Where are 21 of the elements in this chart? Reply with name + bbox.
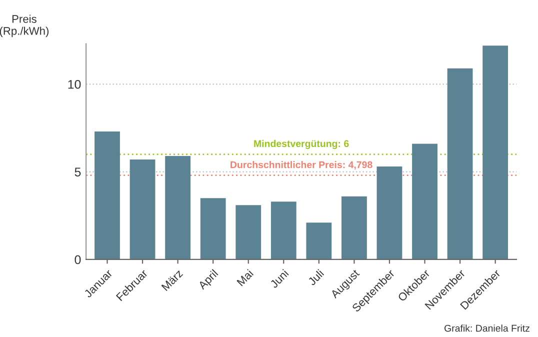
ref-line-label: Durchschnittlicher Preis: 4,798: [230, 161, 372, 170]
bar: [342, 196, 367, 260]
bar: [482, 46, 508, 260]
bar: [376, 166, 402, 260]
bar: [94, 131, 120, 260]
bar: [270, 202, 296, 260]
bar: [412, 144, 438, 260]
bar: [306, 222, 332, 260]
y-axis-title: Preis (Rp./kWh): [0, 14, 49, 38]
x-tick-label: Mai: [236, 269, 254, 286]
y-tick-label: 0: [74, 255, 81, 264]
bar: [130, 160, 156, 260]
ref-line-label: Mindestvergütung: 6: [254, 140, 349, 150]
bar: [165, 156, 191, 260]
y-tick-label: 5: [74, 168, 81, 176]
y-tick-label: 10: [68, 80, 81, 89]
bar: [236, 205, 262, 260]
text: Grafik: Daniela Fritz: [444, 324, 530, 332]
bar: [200, 198, 226, 260]
bar: [447, 68, 473, 260]
x-tick-label: Juli: [307, 269, 324, 286]
